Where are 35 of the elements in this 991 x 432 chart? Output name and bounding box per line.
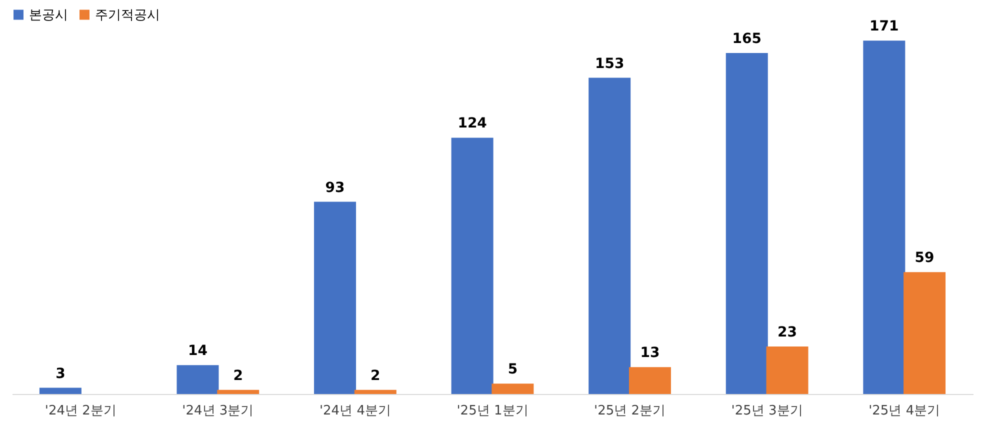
bar	[354, 390, 396, 394]
data-label: 59	[914, 250, 934, 266]
bar	[39, 388, 82, 394]
data-label: 13	[640, 345, 660, 362]
data-label: 153	[594, 56, 624, 72]
data-label: 124	[458, 116, 488, 132]
bar	[492, 384, 534, 394]
x-tick-label: '24년 4분기	[319, 404, 391, 418]
data-label: 3	[56, 366, 66, 382]
x-tick-label: '24년 3분기	[182, 404, 254, 418]
x-tick-label: '24년 2분기	[44, 404, 116, 418]
x-tick-label: '25년 1분기	[456, 404, 528, 418]
bar	[451, 138, 494, 394]
bar	[863, 40, 906, 394]
bar	[176, 365, 219, 394]
bar	[726, 53, 768, 394]
data-label: 14	[188, 343, 208, 360]
data-label: 2	[233, 368, 243, 384]
bar	[766, 346, 808, 394]
bar	[628, 367, 671, 394]
data-label: 23	[778, 324, 798, 340]
legend-label: 주기적공시	[95, 8, 160, 23]
bar	[217, 390, 260, 394]
data-label: 2	[370, 368, 380, 384]
x-tick-label: '25년 2분기	[594, 404, 666, 418]
x-tick-label: '25년 3분기	[731, 404, 803, 418]
x-tick-label: '25년 4분기	[868, 404, 940, 418]
data-label: 171	[870, 18, 899, 35]
bar	[588, 78, 631, 394]
legend-label: 본공시	[29, 8, 68, 23]
bar	[904, 272, 946, 394]
bar	[314, 202, 356, 394]
data-label: 93	[325, 180, 345, 196]
data-label: 5	[508, 362, 518, 378]
data-label: 165	[732, 31, 762, 47]
